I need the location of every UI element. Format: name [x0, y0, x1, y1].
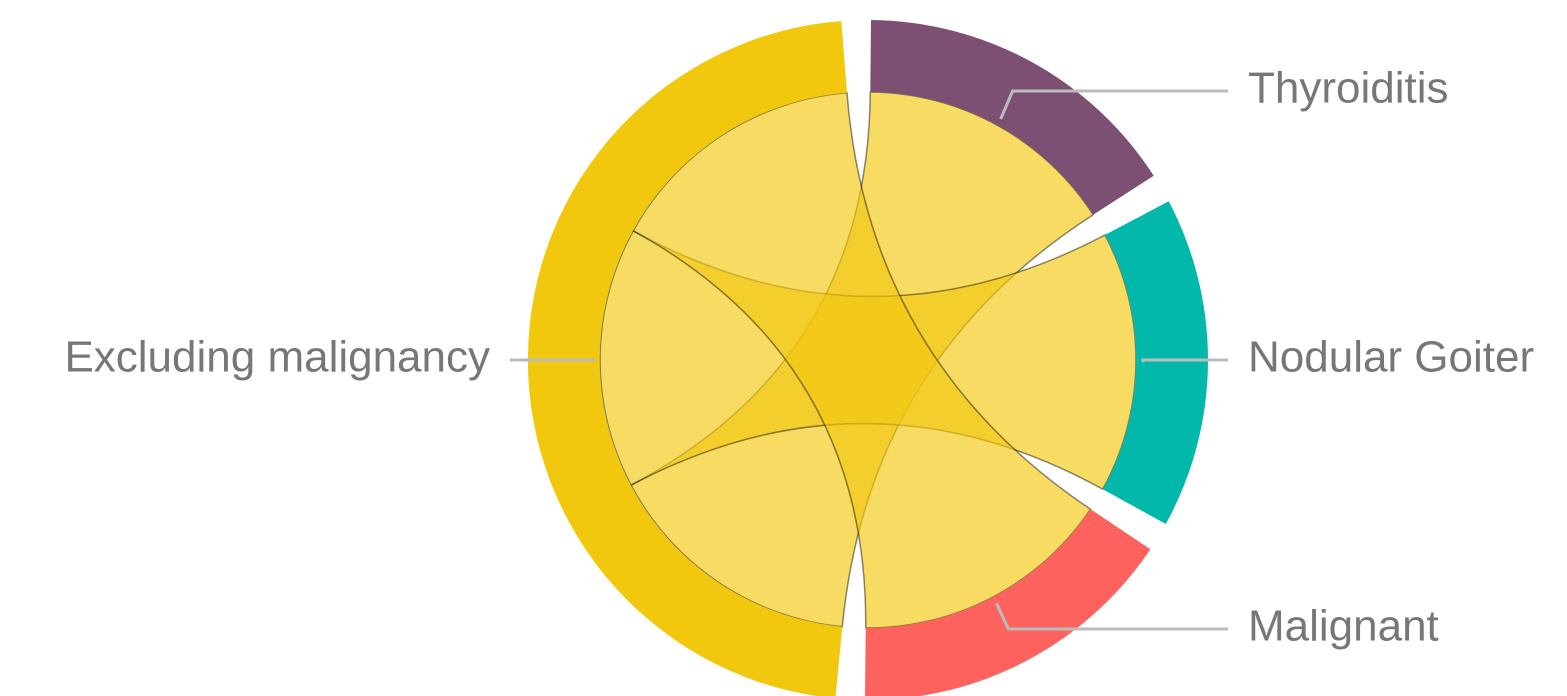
node-label: Nodular Goiter: [1248, 333, 1534, 382]
ribbons: [599, 91, 1137, 629]
node-arc: [1102, 201, 1208, 525]
leader-line: [1141, 358, 1228, 363]
node-arc: [527, 21, 847, 696]
node-arc: [870, 20, 1154, 215]
node-label: Thyroiditis: [1248, 64, 1449, 113]
node-arc: [865, 509, 1151, 696]
leader-line: [995, 602, 1228, 631]
node-label: Excluding malignancy: [64, 333, 490, 382]
node-label: Malignant: [1248, 602, 1439, 651]
leader-line: [510, 357, 595, 362]
leader-line: [999, 89, 1228, 120]
